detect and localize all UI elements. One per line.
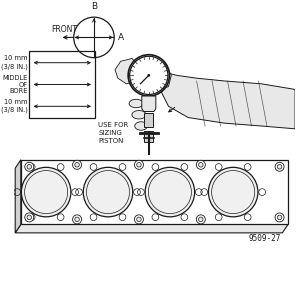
Circle shape — [83, 167, 133, 217]
Circle shape — [21, 167, 71, 217]
Circle shape — [196, 215, 205, 224]
Circle shape — [275, 162, 284, 171]
Circle shape — [277, 164, 282, 169]
Circle shape — [145, 167, 195, 217]
Circle shape — [27, 164, 32, 169]
Circle shape — [275, 213, 284, 222]
Text: FRONT: FRONT — [51, 25, 77, 34]
Text: BORE: BORE — [10, 88, 28, 94]
Circle shape — [277, 215, 282, 220]
Circle shape — [75, 162, 79, 167]
Circle shape — [198, 217, 203, 222]
Bar — [29, 51, 95, 118]
Polygon shape — [15, 160, 21, 233]
Circle shape — [134, 215, 143, 224]
Ellipse shape — [132, 110, 146, 119]
Circle shape — [137, 162, 141, 167]
Text: MIDDLE: MIDDLE — [3, 75, 28, 81]
Circle shape — [73, 160, 82, 169]
Circle shape — [27, 215, 32, 220]
Bar — [144, 131, 153, 142]
Text: 9509-27: 9509-27 — [249, 234, 281, 243]
Text: (3/8 IN.): (3/8 IN.) — [1, 107, 28, 113]
Text: OF: OF — [19, 82, 28, 88]
Ellipse shape — [129, 99, 143, 108]
Bar — [21, 160, 288, 224]
Circle shape — [25, 213, 34, 222]
Circle shape — [208, 167, 258, 217]
Ellipse shape — [135, 122, 148, 130]
Circle shape — [130, 56, 168, 94]
Polygon shape — [160, 73, 295, 129]
Text: B: B — [91, 2, 97, 11]
Polygon shape — [149, 61, 171, 90]
Text: A: A — [118, 33, 124, 42]
Polygon shape — [142, 96, 156, 111]
Text: USE FOR
SIZING
PISTON: USE FOR SIZING PISTON — [98, 122, 128, 144]
Circle shape — [196, 160, 205, 169]
Circle shape — [148, 74, 150, 77]
Circle shape — [75, 217, 79, 222]
Text: (3/8 IN.): (3/8 IN.) — [1, 63, 28, 70]
Text: 10 mm: 10 mm — [4, 55, 28, 61]
Circle shape — [198, 162, 203, 167]
Circle shape — [73, 215, 82, 224]
Bar — [144, 113, 153, 127]
Circle shape — [134, 160, 143, 169]
Text: 10 mm: 10 mm — [4, 99, 28, 105]
Circle shape — [137, 217, 141, 222]
Polygon shape — [115, 59, 140, 84]
Circle shape — [25, 162, 34, 171]
Polygon shape — [15, 224, 288, 233]
